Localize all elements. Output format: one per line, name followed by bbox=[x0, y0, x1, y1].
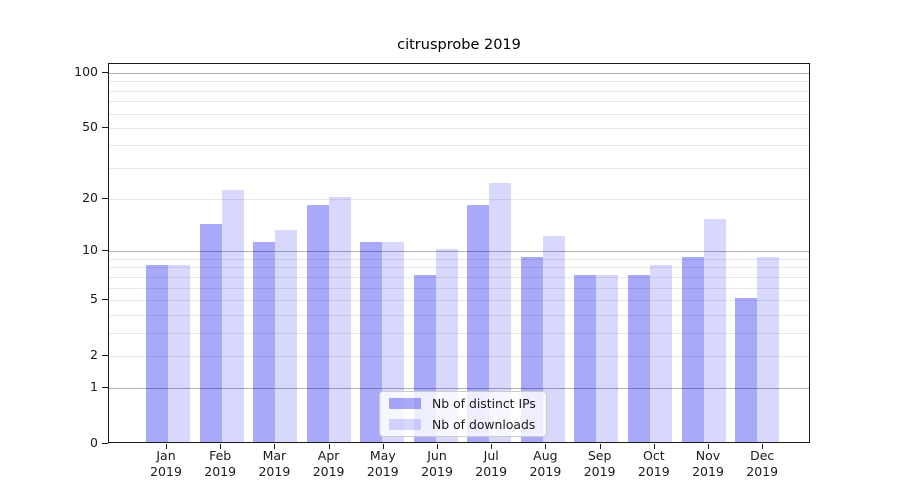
x-tick-label: Sep 2019 bbox=[583, 448, 616, 479]
y-tick bbox=[102, 354, 108, 356]
y-tick bbox=[102, 250, 108, 252]
x-tick-label: May 2019 bbox=[366, 448, 399, 479]
y-tick bbox=[102, 72, 108, 74]
y-tick-label: 2 bbox=[90, 346, 98, 362]
bar-downloads bbox=[489, 183, 512, 442]
x-tick-label: Jul 2019 bbox=[475, 448, 508, 479]
legend: Nb of distinct IPs Nb of downloads bbox=[379, 391, 547, 437]
minor-gridline bbox=[109, 145, 809, 147]
x-tick-label: Jan 2019 bbox=[150, 448, 182, 479]
bar-downloads bbox=[328, 197, 351, 442]
major-gridline bbox=[109, 251, 809, 253]
x-tick-label: Mar 2019 bbox=[258, 448, 291, 479]
bar-distinct-ips bbox=[627, 274, 650, 442]
x-tick bbox=[653, 444, 655, 449]
chart-title: citrusprobe 2019 bbox=[397, 37, 521, 53]
bar-downloads bbox=[596, 274, 619, 442]
minor-gridline bbox=[109, 127, 809, 129]
legend-label-downloads: Nb of downloads bbox=[432, 417, 536, 432]
minor-gridline bbox=[109, 81, 809, 83]
x-tick bbox=[599, 444, 601, 449]
bar-distinct-ips bbox=[306, 205, 329, 442]
major-gridline bbox=[109, 73, 809, 75]
bar-distinct-ips bbox=[253, 242, 276, 442]
plot-area: Nb of distinct IPs Nb of downloads bbox=[108, 63, 810, 443]
x-tick bbox=[382, 444, 384, 449]
bar-distinct-ips bbox=[681, 256, 704, 442]
y-tick-label: 20 bbox=[82, 190, 98, 206]
legend-swatch-distinct-ips bbox=[389, 398, 421, 409]
legend-label-distinct-ips: Nb of distinct IPs bbox=[432, 396, 536, 411]
y-tick-label: 10 bbox=[82, 242, 98, 258]
bar-downloads bbox=[542, 235, 565, 442]
y-tick bbox=[102, 198, 108, 200]
minor-gridline bbox=[109, 287, 809, 289]
minor-gridline bbox=[109, 314, 809, 316]
minor-gridline bbox=[109, 299, 809, 301]
bar-distinct-ips bbox=[146, 265, 168, 442]
bar-distinct-ips bbox=[574, 274, 597, 442]
x-tick-label: Dec 2019 bbox=[746, 448, 779, 479]
y-tick bbox=[102, 298, 108, 300]
x-tick-label: Apr 2019 bbox=[312, 448, 345, 479]
bar-distinct-ips bbox=[199, 224, 222, 442]
x-tick-label: Feb 2019 bbox=[204, 448, 237, 479]
x-tick bbox=[545, 444, 547, 449]
bar-distinct-ips bbox=[467, 205, 490, 442]
bar-downloads bbox=[649, 265, 672, 442]
minor-gridline bbox=[109, 90, 809, 92]
x-tick bbox=[166, 444, 167, 449]
x-tick bbox=[274, 444, 276, 449]
bar-downloads bbox=[703, 219, 726, 442]
y-tick bbox=[102, 443, 108, 444]
minor-gridline bbox=[109, 332, 809, 334]
minor-gridline bbox=[109, 267, 809, 269]
minor-gridline bbox=[109, 355, 809, 357]
x-tick bbox=[762, 444, 764, 449]
legend-swatch-downloads bbox=[389, 419, 421, 430]
x-tick bbox=[328, 444, 330, 449]
x-tick bbox=[437, 444, 438, 449]
y-tick-label: 1 bbox=[90, 379, 98, 395]
minor-gridline bbox=[109, 258, 809, 260]
x-tick-label: Jun 2019 bbox=[421, 448, 453, 479]
y-tick-label: 50 bbox=[82, 118, 98, 134]
bar-downloads bbox=[275, 229, 298, 442]
minor-gridline bbox=[109, 199, 809, 201]
minor-gridline bbox=[109, 167, 809, 169]
x-tick-label: Oct 2019 bbox=[637, 448, 670, 479]
legend-item-downloads: Nb of downloads bbox=[389, 416, 546, 434]
minor-gridline bbox=[109, 276, 809, 278]
bar-downloads bbox=[221, 189, 244, 442]
bar-downloads bbox=[168, 265, 190, 442]
x-tick bbox=[708, 444, 709, 449]
x-tick-label: Nov 2019 bbox=[692, 448, 724, 479]
y-tick bbox=[102, 126, 108, 128]
major-gridline bbox=[109, 388, 809, 390]
minor-gridline bbox=[109, 101, 809, 103]
minor-gridline bbox=[109, 113, 809, 115]
x-tick bbox=[491, 444, 493, 449]
bar-downloads bbox=[757, 256, 780, 442]
y-tick-label: 100 bbox=[74, 64, 98, 80]
x-tick bbox=[220, 444, 222, 449]
y-tick bbox=[102, 387, 108, 389]
bar-distinct-ips bbox=[360, 242, 383, 442]
legend-item-distinct-ips: Nb of distinct IPs bbox=[389, 395, 546, 413]
y-tick-label: 0 bbox=[90, 435, 98, 450]
y-tick-label: 5 bbox=[90, 290, 98, 306]
bar-distinct-ips bbox=[735, 297, 758, 442]
x-tick-label: Aug 2019 bbox=[529, 448, 562, 479]
